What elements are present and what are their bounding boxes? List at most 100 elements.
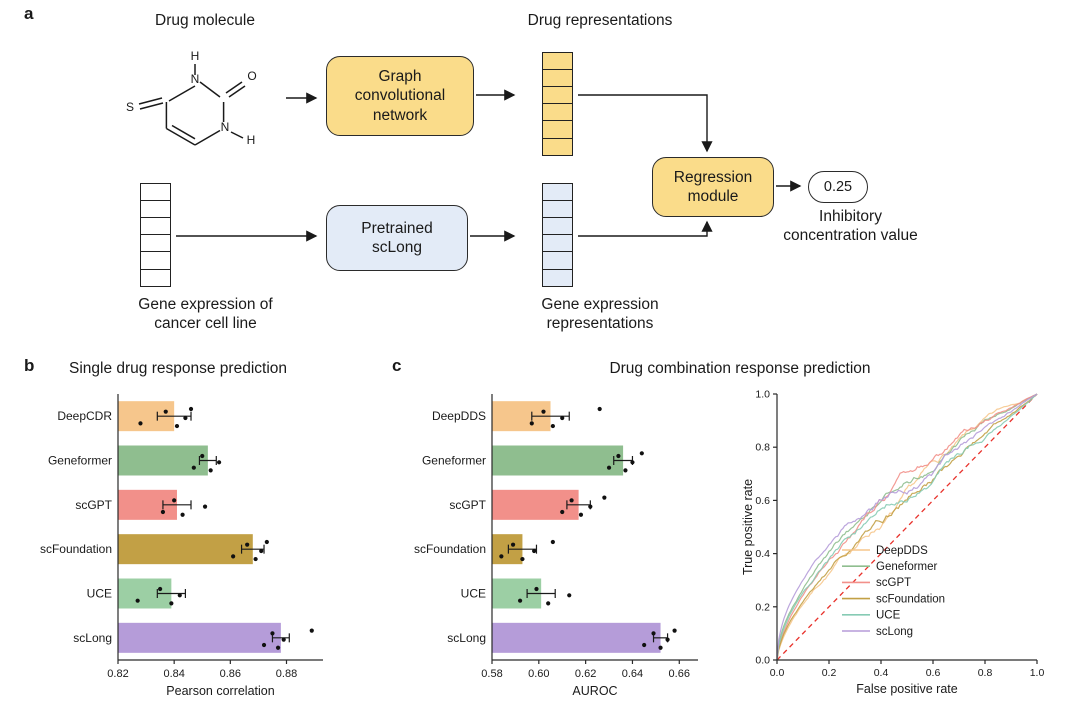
x-tick-label: 0.66 <box>669 668 690 680</box>
scatter-dot <box>261 642 267 648</box>
scatter-dot <box>569 498 574 503</box>
scatter-dot <box>135 598 140 603</box>
scatter-dot <box>560 415 565 421</box>
x-tick-label: 0.2 <box>822 667 837 679</box>
vector-cell <box>140 217 171 236</box>
scatter-dot <box>541 409 546 414</box>
vector-cell <box>140 234 171 253</box>
single-drug-bar-chart: DeepCDR Geneformer scGPT scFoundation UCE scL… <box>40 394 323 698</box>
scatter-dot <box>163 409 168 414</box>
x-tick-label: 0.62 <box>575 668 596 680</box>
panel-c-label: c <box>392 356 402 375</box>
scatter-dot <box>264 539 269 545</box>
x-tick-label: 0.60 <box>528 668 549 680</box>
vector-cell <box>542 234 573 253</box>
legend-label-scGPT: scGPT <box>876 577 911 589</box>
scatter-dot <box>259 548 264 554</box>
flow-arrows <box>176 89 802 242</box>
scatter-dot <box>174 423 180 429</box>
gene-representations-label: Gene expression representations <box>541 296 659 332</box>
scatter-dot <box>216 460 222 465</box>
legend-label-Geneformer: Geneformer <box>876 561 938 573</box>
vector-cell <box>542 52 573 71</box>
vector-cell <box>542 69 573 88</box>
roc-curve-scLong <box>776 393 1038 661</box>
scatter-dot <box>665 637 670 642</box>
vector-cell <box>542 183 573 202</box>
x-tick-label: 0.84 <box>163 668 184 680</box>
scatter-dot <box>602 495 607 500</box>
category-label-DeepCDR: DeepCDR <box>57 409 112 423</box>
atom-h-top: H <box>191 49 200 63</box>
scatter-dot <box>606 465 612 470</box>
x-tick-label: 0.0 <box>770 667 785 679</box>
scatter-dot <box>158 586 163 592</box>
gene-representation-vector <box>542 183 573 288</box>
vector-cell <box>542 120 573 139</box>
scatter-dot <box>616 453 621 459</box>
bar-scGPT <box>492 489 579 520</box>
scatter-dot <box>270 631 275 636</box>
scatter-dot <box>517 598 523 603</box>
scatter-dot <box>520 556 525 562</box>
scatter-dot <box>188 406 194 412</box>
scatter-dot <box>546 601 551 606</box>
category-label-scLong: scLong <box>73 631 112 645</box>
scatter-dot <box>200 453 205 459</box>
panel-b-label: b <box>24 356 35 375</box>
y-tick-label: 0.0 <box>755 655 770 667</box>
atom-o: O <box>247 69 256 83</box>
drug-representations-label: Drug representations <box>527 12 673 29</box>
scatter-dot <box>672 628 677 633</box>
x-tick-label: 0.4 <box>874 667 889 679</box>
scatter-dot <box>275 645 281 650</box>
scatter-dot <box>550 539 555 545</box>
scatter-dot <box>510 542 516 547</box>
scatter-dot <box>172 498 177 503</box>
vector-cell <box>542 268 573 288</box>
scatter-dot <box>177 593 182 598</box>
scatter-dot <box>642 642 647 648</box>
scatter-dot <box>560 509 565 515</box>
category-label-Geneformer: Geneformer <box>422 454 486 468</box>
vector-cell <box>140 183 171 202</box>
x-axis-title: AUROC <box>572 684 617 698</box>
y-axis-title: True positive rate <box>742 479 755 575</box>
x-tick-label: 0.58 <box>481 668 502 680</box>
scatter-dot <box>281 637 286 642</box>
category-label-scFoundation: scFoundation <box>40 542 112 556</box>
scatter-dot <box>309 628 314 633</box>
bar-scLong <box>492 622 661 653</box>
y-tick-label: 0.2 <box>755 601 770 613</box>
bar-Geneformer <box>492 445 624 476</box>
scatter-dot <box>180 512 185 517</box>
scatter-dot <box>160 509 166 515</box>
chance-diagonal <box>776 393 1038 661</box>
legend-label-UCE: UCE <box>876 610 901 622</box>
scatter-dot <box>630 460 635 465</box>
category-label-UCE: UCE <box>87 587 112 601</box>
atom-s: S <box>126 100 134 114</box>
x-axis-title: False positive rate <box>856 682 957 696</box>
scatter-dot <box>534 586 539 592</box>
scatter-dot <box>623 468 628 473</box>
x-tick-label: 0.82 <box>107 668 128 680</box>
y-tick-label: 0.8 <box>755 442 770 454</box>
legend-label-scLong: scLong <box>876 626 913 638</box>
scatter-dot <box>588 504 593 509</box>
x-tick-label: 0.86 <box>220 668 241 680</box>
scatter-dot <box>231 554 236 559</box>
vector-cell <box>140 200 171 219</box>
output-value-oval: 0.25 <box>808 171 868 203</box>
output-label: Inhibitory concentration value <box>783 208 918 244</box>
panel-b-title: Single drug response prediction <box>69 360 287 377</box>
drug-representations-vector <box>542 52 573 157</box>
drug-combination-bar-chart: DeepDDS Geneformer scGPT scFoundation UCE scL… <box>414 394 698 698</box>
scatter-dot <box>639 451 644 456</box>
atom-n-right: N <box>221 120 230 134</box>
vector-cell <box>542 200 573 219</box>
roc-curve-DeepDDS <box>776 393 1038 661</box>
y-tick-label: 1.0 <box>755 389 770 401</box>
scatter-dot <box>138 421 143 426</box>
regression-module-box: Regression module <box>652 157 774 217</box>
